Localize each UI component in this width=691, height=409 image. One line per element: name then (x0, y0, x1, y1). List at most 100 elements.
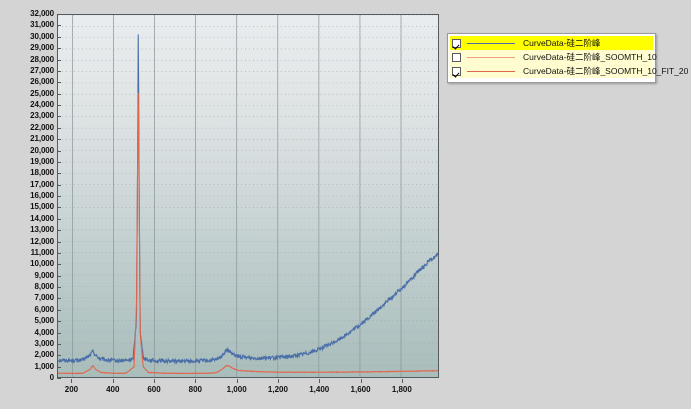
grid-layer (58, 15, 438, 377)
y-axis-tick-mark (57, 25, 61, 27)
y-axis-tick-mark (57, 93, 61, 95)
x-axis-tick-mark (71, 379, 73, 383)
x-axis-tick-label: 1,200 (267, 385, 288, 394)
y-axis-tick-mark (57, 332, 61, 334)
y-axis-tick-mark (57, 241, 61, 243)
y-axis-tick-mark (57, 298, 61, 300)
y-axis-tick-label: 10,000 (30, 259, 54, 269)
x-axis-tick-label: 400 (106, 385, 120, 394)
legend-item[interactable]: CurveData-硅二阶峰_SOOMTH_10_FIT_20 (450, 64, 688, 78)
y-axis-tick-mark (57, 82, 61, 84)
y-axis-tick-mark (57, 343, 61, 345)
y-axis-tick-mark (57, 287, 61, 288)
y-axis: 0 1,000 2,000 3,000 4,000 5,000 6,000 7,000 8,00… (0, 0, 54, 409)
y-axis-tick-label: 19,000 (30, 156, 54, 166)
y-axis-tick-mark (57, 355, 61, 357)
y-axis-tick-mark (57, 184, 61, 186)
y-axis-tick-mark (57, 173, 61, 175)
y-axis-tick-label: 24,000 (30, 100, 54, 109)
y-axis-tick-label: 26,000 (30, 77, 54, 87)
y-axis-tick-label: 30,000 (30, 31, 54, 41)
y-axis-tick-mark (57, 218, 61, 220)
x-axis-tick-mark (401, 379, 403, 383)
y-axis-tick-label: 15,000 (30, 202, 54, 212)
x-axis: 200 400 600 800 1,000 1,200 1,400 1,600 1,800 (0, 379, 440, 409)
y-axis-tick-label: 5,000 (34, 316, 54, 326)
y-axis-tick-label: 17,000 (30, 179, 54, 189)
y-axis-tick-mark (57, 161, 61, 163)
y-axis-tick-label: 1,000 (34, 361, 54, 371)
y-axis-tick-mark (57, 264, 61, 266)
x-axis-tick-mark (195, 379, 197, 383)
curve-2 (58, 92, 438, 375)
plot-frame[interactable] (57, 14, 439, 378)
legend-item-label: CurveData-硅二阶峰_SOOMTH_10 (523, 52, 657, 62)
y-axis-tick-label: 21,000 (30, 134, 54, 144)
x-axis-tick-label: 1,400 (309, 385, 330, 394)
y-axis-tick-mark (57, 309, 61, 311)
y-axis-tick-label: 16,000 (30, 191, 54, 200)
y-axis-tick-mark (57, 207, 61, 209)
legend-item[interactable]: CurveData-硅二阶峰_SOOMTH_10 (450, 50, 657, 64)
legend-color-swatch (467, 70, 515, 72)
curve-0 (58, 34, 438, 365)
y-axis-tick-label: 12,000 (30, 236, 54, 246)
x-axis-tick-label: 600 (147, 385, 161, 394)
x-axis-tick-mark (319, 379, 321, 383)
y-axis-tick-label: 0 (49, 373, 54, 382)
y-axis-tick-mark (57, 196, 61, 197)
y-axis-tick-mark (57, 59, 61, 61)
x-axis-tick-label: 1,600 (350, 385, 371, 394)
y-axis-tick-label: 4,000 (34, 327, 54, 337)
y-axis-tick-label: 25,000 (30, 88, 54, 98)
y-axis-tick-mark (57, 139, 61, 141)
x-axis-tick-mark (360, 379, 362, 383)
y-axis-tick-mark (57, 378, 61, 379)
y-axis-tick-label: 13,000 (30, 225, 54, 235)
y-axis-tick-label: 14,000 (30, 213, 54, 223)
x-axis-tick-label: 1,000 (226, 385, 247, 394)
x-axis-tick-label: 200 (64, 385, 79, 394)
y-axis-tick-label: 8,000 (34, 282, 54, 291)
y-axis-tick-mark (57, 70, 61, 72)
x-axis-tick-mark (277, 379, 279, 383)
legend-color-swatch (467, 42, 515, 44)
y-axis-tick-mark (57, 14, 61, 15)
legend-color-swatch (467, 56, 515, 58)
y-axis-tick-label: 20,000 (30, 145, 54, 155)
y-axis-tick-mark (57, 150, 61, 152)
y-axis-tick-label: 18,000 (30, 168, 54, 178)
curve-legend[interactable]: CurveData-硅二阶峰 CurveData-硅二阶峰_SOOMTH_10 Cu… (447, 33, 688, 83)
x-axis-tick-mark (112, 379, 114, 383)
y-axis-tick-label: 6,000 (34, 304, 54, 314)
x-axis-tick-label: 800 (188, 385, 203, 394)
y-axis-tick-mark (57, 48, 61, 50)
y-axis-tick-mark (57, 105, 61, 106)
y-axis-tick-mark (57, 366, 61, 368)
y-axis-tick-label: 31,000 (30, 20, 54, 30)
y-axis-tick-label: 29,000 (30, 43, 54, 53)
y-axis-tick-label: 27,000 (30, 65, 54, 75)
curve-layer (58, 34, 438, 375)
x-axis-tick-mark (154, 379, 156, 383)
legend-checkbox[interactable] (452, 38, 461, 48)
y-axis-tick-label: 9,000 (34, 270, 54, 280)
y-axis-tick-mark (57, 275, 61, 277)
x-axis-tick-label: 1,800 (391, 385, 412, 394)
y-axis-tick-label: 23,000 (30, 111, 54, 121)
y-axis-tick-mark (57, 230, 61, 232)
legend-checkbox[interactable] (452, 52, 461, 62)
y-axis-tick-label: 22,000 (30, 122, 54, 132)
x-axis-tick-mark (236, 379, 238, 383)
chart-area: 0 1,000 2,000 3,000 4,000 5,000 6,000 7,000 8,00… (0, 0, 440, 409)
y-axis-tick-label: 3,000 (34, 338, 54, 348)
y-axis-tick-label: 7,000 (34, 293, 54, 303)
legend-checkbox[interactable] (452, 66, 461, 76)
y-axis-tick-label: 2,000 (34, 350, 54, 360)
y-axis-tick-mark (57, 116, 61, 118)
y-axis-tick-mark (57, 252, 61, 254)
y-axis-tick-mark (57, 127, 61, 129)
y-axis-tick-label: 32,000 (30, 9, 54, 18)
legend-item[interactable]: CurveData-硅二阶峰 (450, 36, 653, 50)
